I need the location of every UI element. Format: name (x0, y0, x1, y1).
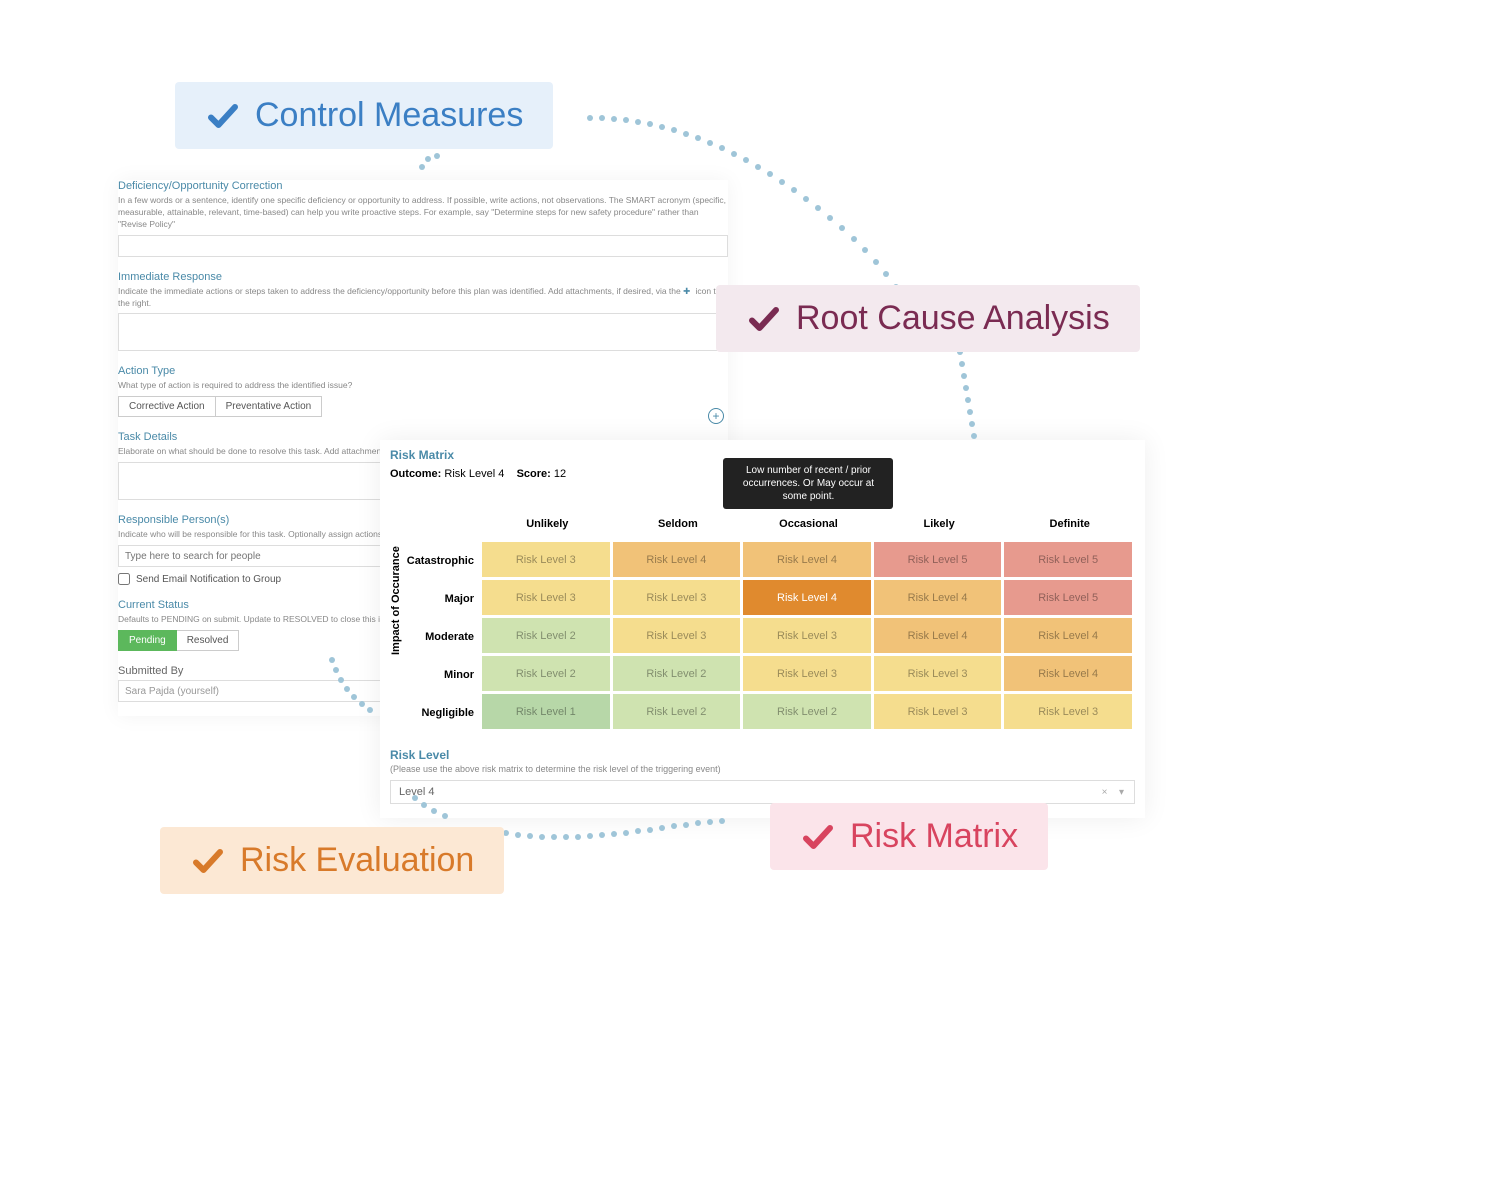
row-head: Negligible (408, 694, 482, 732)
matrix-cell[interactable]: Risk Level 4 (1004, 618, 1135, 656)
matrix-cell[interactable]: Risk Level 3 (613, 618, 744, 656)
risk-level-title: Risk Level (390, 748, 1135, 762)
col-head: OccasionalLow number of recent / prior o… (743, 506, 874, 542)
matrix-cell[interactable]: Risk Level 3 (1004, 694, 1135, 732)
matrix-cell[interactable]: Risk Level 3 (874, 694, 1005, 732)
col-head: Seldom (613, 506, 744, 542)
matrix-cell[interactable]: Risk Level 3 (482, 542, 613, 580)
deficiency-input[interactable] (118, 235, 728, 257)
tooltip: Low number of recent / prior occurrences… (723, 458, 893, 509)
callout-control-measures: Control Measures (175, 82, 553, 149)
email-notification-checkbox[interactable] (118, 573, 130, 585)
check-icon (190, 843, 226, 879)
callout-label: Control Measures (255, 96, 523, 135)
col-head: Unlikely (482, 506, 613, 542)
matrix-cell[interactable]: Risk Level 3 (743, 618, 874, 656)
matrix-cell[interactable]: Risk Level 4 (1004, 656, 1135, 694)
matrix-cell[interactable]: Risk Level 4 (743, 580, 874, 618)
matrix-cell[interactable]: Risk Level 3 (482, 580, 613, 618)
row-head: Major (408, 580, 482, 618)
matrix-cell[interactable]: Risk Level 2 (743, 694, 874, 732)
risk-level-help: (Please use the above risk matrix to det… (390, 764, 1135, 774)
matrix-cell[interactable]: Risk Level 2 (613, 656, 744, 694)
matrix-cell[interactable]: Risk Level 4 (874, 618, 1005, 656)
deficiency-title: Deficiency/Opportunity Correction (118, 180, 728, 192)
corrective-action-button[interactable]: Corrective Action (118, 396, 216, 417)
callout-risk-evaluation: Risk Evaluation (160, 827, 504, 894)
matrix-cell[interactable]: Risk Level 3 (743, 656, 874, 694)
matrix-cell[interactable]: Risk Level 3 (613, 580, 744, 618)
immediate-input[interactable] (118, 313, 728, 351)
matrix-cell[interactable]: Risk Level 5 (1004, 580, 1135, 618)
matrix-cell[interactable]: Risk Level 2 (482, 618, 613, 656)
callout-label: Root Cause Analysis (796, 299, 1110, 338)
col-head: Likely (874, 506, 1005, 542)
matrix-cell[interactable]: Risk Level 2 (613, 694, 744, 732)
check-icon (800, 819, 836, 855)
check-icon (205, 98, 241, 134)
status-resolved-button[interactable]: Resolved (177, 630, 240, 651)
risk-matrix-panel: Risk Matrix Outcome: Risk Level 4 Score:… (380, 440, 1145, 818)
col-head: Definite (1004, 506, 1135, 542)
immediate-title: Immediate Response (118, 271, 728, 283)
add-attachment-button[interactable]: + (708, 408, 724, 424)
matrix-cell[interactable]: Risk Level 4 (874, 580, 1005, 618)
submitted-by-value: Sara Pajda (yourself) (118, 680, 388, 702)
responsible-input[interactable] (118, 545, 388, 567)
matrix-cell[interactable]: Risk Level 5 (1004, 542, 1135, 580)
status-pending-button[interactable]: Pending (118, 630, 177, 651)
matrix-cell[interactable]: Risk Level 4 (613, 542, 744, 580)
y-axis-label: Impact of Occurance (390, 506, 408, 732)
matrix-cell[interactable]: Risk Level 5 (874, 542, 1005, 580)
matrix-cell[interactable]: Risk Level 4 (743, 542, 874, 580)
email-notification-label: Send Email Notification to Group (136, 574, 281, 585)
matrix-cell[interactable]: Risk Level 2 (482, 656, 613, 694)
risk-level-select[interactable]: Level 4 × ▾ (390, 780, 1135, 804)
immediate-help: Indicate the immediate actions or steps … (118, 286, 728, 310)
select-controls: × ▾ (1102, 787, 1126, 798)
plus-icon: ✚ (683, 286, 693, 296)
matrix-cell[interactable]: Risk Level 1 (482, 694, 613, 732)
deficiency-help: In a few words or a sentence, identify o… (118, 195, 728, 231)
row-head: Moderate (408, 618, 482, 656)
check-icon (746, 301, 782, 337)
row-head: Minor (408, 656, 482, 694)
action-type-help: What type of action is required to addre… (118, 380, 728, 392)
callout-risk-matrix: Risk Matrix (770, 803, 1048, 870)
matrix-cell[interactable]: Risk Level 3 (874, 656, 1005, 694)
action-type-title: Action Type (118, 365, 728, 377)
callout-label: Risk Matrix (850, 817, 1018, 856)
row-head: Catastrophic (408, 542, 482, 580)
callout-label: Risk Evaluation (240, 841, 474, 880)
callout-root-cause: Root Cause Analysis (716, 285, 1140, 352)
risk-level-value: Level 4 (399, 786, 434, 798)
preventative-action-button[interactable]: Preventative Action (216, 396, 323, 417)
